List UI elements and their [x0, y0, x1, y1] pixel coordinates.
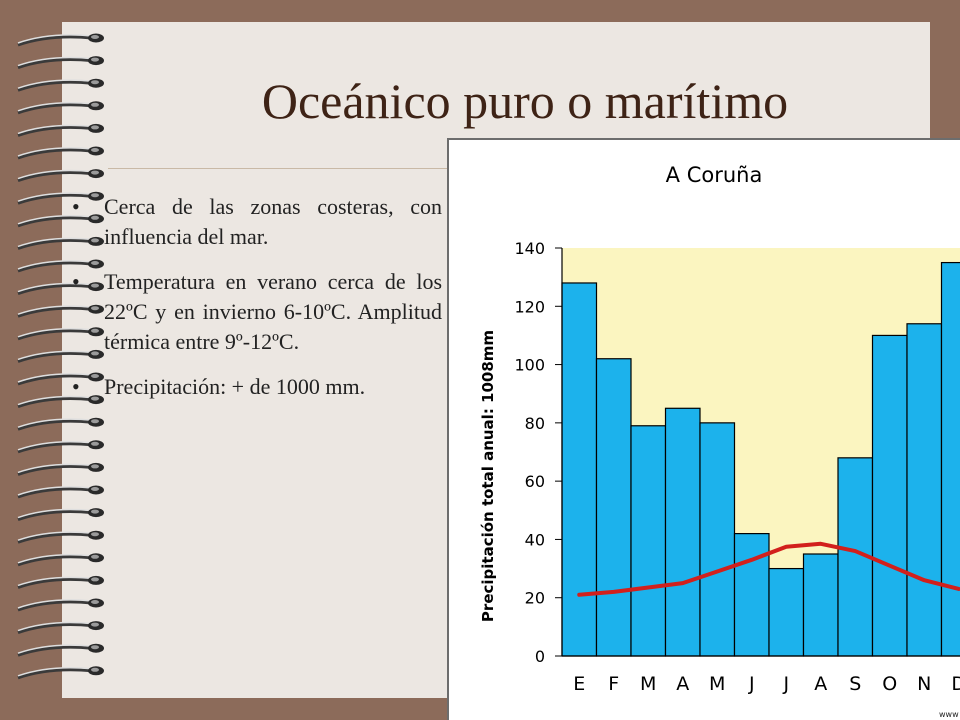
x-tick-label: A	[814, 673, 827, 695]
spiral-ring	[17, 327, 104, 341]
y-tick-label: 80	[525, 414, 545, 433]
y-tick-label: 20	[525, 589, 545, 608]
x-tick-label: D	[951, 673, 960, 695]
slide-title: Oceánico puro o marítimo	[261, 73, 789, 129]
spiral-ring	[17, 56, 104, 70]
bullet-item: • Temperatura en verano cerca de los 22ºC…	[70, 267, 442, 357]
spiral-ring	[17, 214, 104, 228]
spiral-ring	[17, 621, 104, 635]
spiral-ring	[17, 78, 104, 92]
spiral-ring	[17, 169, 104, 183]
spiral-ring	[17, 33, 104, 47]
bullet-text: Cerca de las zonas costeras, con influen…	[104, 194, 442, 249]
temperature-line	[577, 541, 960, 597]
y-tick-label: 100	[514, 356, 545, 375]
spiral-ring	[17, 575, 104, 589]
x-tick-label: A	[676, 673, 689, 695]
spiral-ring	[17, 508, 104, 522]
bar	[906, 323, 943, 657]
x-tick-label: N	[917, 673, 931, 695]
spiral-ring	[17, 643, 104, 657]
spiral-ring	[17, 349, 104, 363]
y-tick-label: 60	[525, 472, 545, 491]
climate-chart: A Coruña Precipitación total anual: 1008…	[447, 138, 960, 720]
spiral-ring	[17, 440, 104, 454]
spiral-ring	[17, 282, 104, 296]
bar	[768, 567, 805, 657]
x-tick-label: J	[782, 673, 789, 695]
spiral-ring	[17, 462, 104, 476]
spiral-ring	[17, 236, 104, 250]
bullet-text: Precipitación: + de 1000 mm.	[104, 374, 366, 399]
bullet-dot: •	[72, 374, 80, 399]
x-tick-label: J	[748, 673, 755, 695]
y-tick-label: 140	[514, 239, 545, 258]
bar	[595, 358, 632, 657]
bullet-item: • Cerca de las zonas costeras, con influe…	[70, 192, 442, 252]
y-axis-label: Precipitación total anual: 1008mm	[479, 330, 497, 622]
bullet-dot: •	[72, 269, 80, 294]
bullet-text: Temperatura en verano cerca de los 22ºC …	[104, 269, 442, 354]
bar	[561, 282, 598, 657]
y-tick-label: 120	[514, 297, 545, 316]
y-tick-label: 40	[525, 530, 545, 549]
spiral-ring	[17, 191, 104, 205]
watermark: www	[939, 710, 959, 719]
x-tick-label: M	[709, 673, 725, 695]
chart-svg: A Coruña Precipitación total anual: 1008…	[479, 163, 960, 719]
spiral-ring	[17, 304, 104, 318]
bar	[871, 334, 908, 657]
spiral-ring	[17, 395, 104, 409]
bar	[699, 422, 736, 657]
spiral-ring	[17, 146, 104, 160]
spiral-ring	[17, 530, 104, 544]
x-tick-label: E	[573, 673, 585, 695]
spiral-ring	[17, 553, 104, 567]
bar	[802, 553, 839, 657]
spiral-binding	[17, 33, 104, 680]
bar	[630, 425, 667, 657]
bullet-list: • Cerca de las zonas costeras, con influe…	[70, 192, 442, 417]
chart-title: A Coruña	[666, 163, 763, 187]
bar	[733, 533, 770, 657]
spiral-ring	[17, 123, 104, 137]
bullet-dot: •	[72, 194, 80, 219]
spiral-ring	[17, 372, 104, 386]
bullet-item: • Precipitación: + de 1000 mm.	[70, 372, 442, 402]
spiral-ring	[17, 485, 104, 499]
x-tick-label: M	[640, 673, 656, 695]
bar	[940, 261, 960, 657]
spiral-ring	[17, 417, 104, 431]
y-tick-label: 0	[535, 647, 545, 666]
bar	[664, 407, 701, 657]
x-tick-label: S	[849, 673, 861, 695]
x-tick-label: F	[608, 673, 619, 695]
x-tick-label: O	[882, 673, 897, 695]
spiral-ring	[17, 666, 104, 680]
spiral-ring	[17, 101, 104, 115]
spiral-ring	[17, 259, 104, 273]
spiral-ring	[17, 598, 104, 612]
